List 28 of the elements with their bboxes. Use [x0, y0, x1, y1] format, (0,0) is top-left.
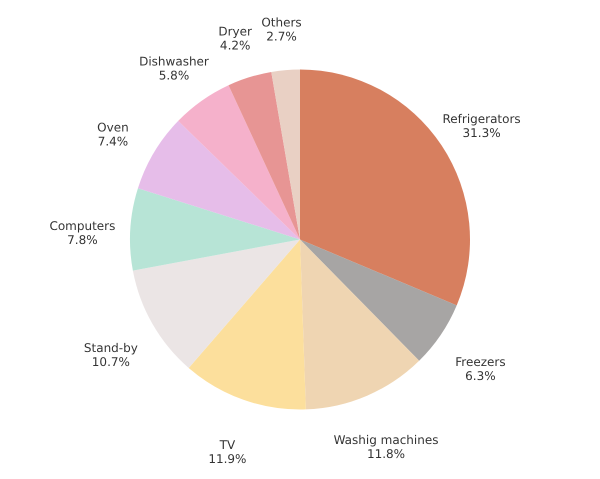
slice-label: Refrigerators: [442, 112, 521, 126]
data-label: 7.4%: [98, 134, 128, 149]
slice-label: Dryer: [218, 24, 252, 38]
data-label: 11.8%: [366, 446, 406, 461]
slice-label: Dishwasher: [139, 54, 209, 69]
slice-label: Stand-by: [84, 340, 138, 355]
slice-label: Freezers: [455, 354, 506, 369]
pie-slice: [228, 72, 300, 240]
data-label: 11.9%: [208, 452, 246, 466]
pie-slice: [130, 188, 300, 271]
slice-label: Others: [261, 15, 302, 30]
pie-slice: [138, 120, 300, 240]
data-label: 10.7%: [92, 354, 130, 369]
slice-label: Oven: [97, 120, 129, 135]
slice-label: Washig machines: [334, 432, 438, 447]
data-label: 6.3%: [465, 368, 496, 383]
data-label: 5.8%: [158, 68, 190, 83]
data-label: 7.8%: [67, 233, 98, 248]
pie-slice: [188, 240, 306, 410]
pie-slice: [178, 85, 300, 240]
pie-slice: [300, 240, 457, 361]
slice-label: Computers: [49, 219, 116, 234]
data-label: 4.2%: [220, 38, 250, 52]
data-label: 31.3%: [462, 126, 501, 140]
pie-slice: [271, 70, 300, 240]
data-label: 2.7%: [266, 29, 297, 44]
pie-slice: [300, 240, 420, 410]
slice-label: TV: [218, 438, 236, 452]
